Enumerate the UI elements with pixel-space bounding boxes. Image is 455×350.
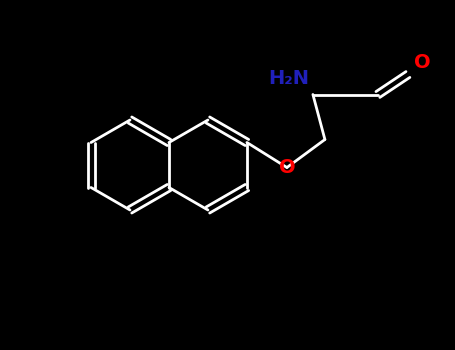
Text: O: O — [278, 158, 295, 177]
Text: H₂N: H₂N — [268, 70, 309, 89]
Text: O: O — [414, 54, 430, 72]
